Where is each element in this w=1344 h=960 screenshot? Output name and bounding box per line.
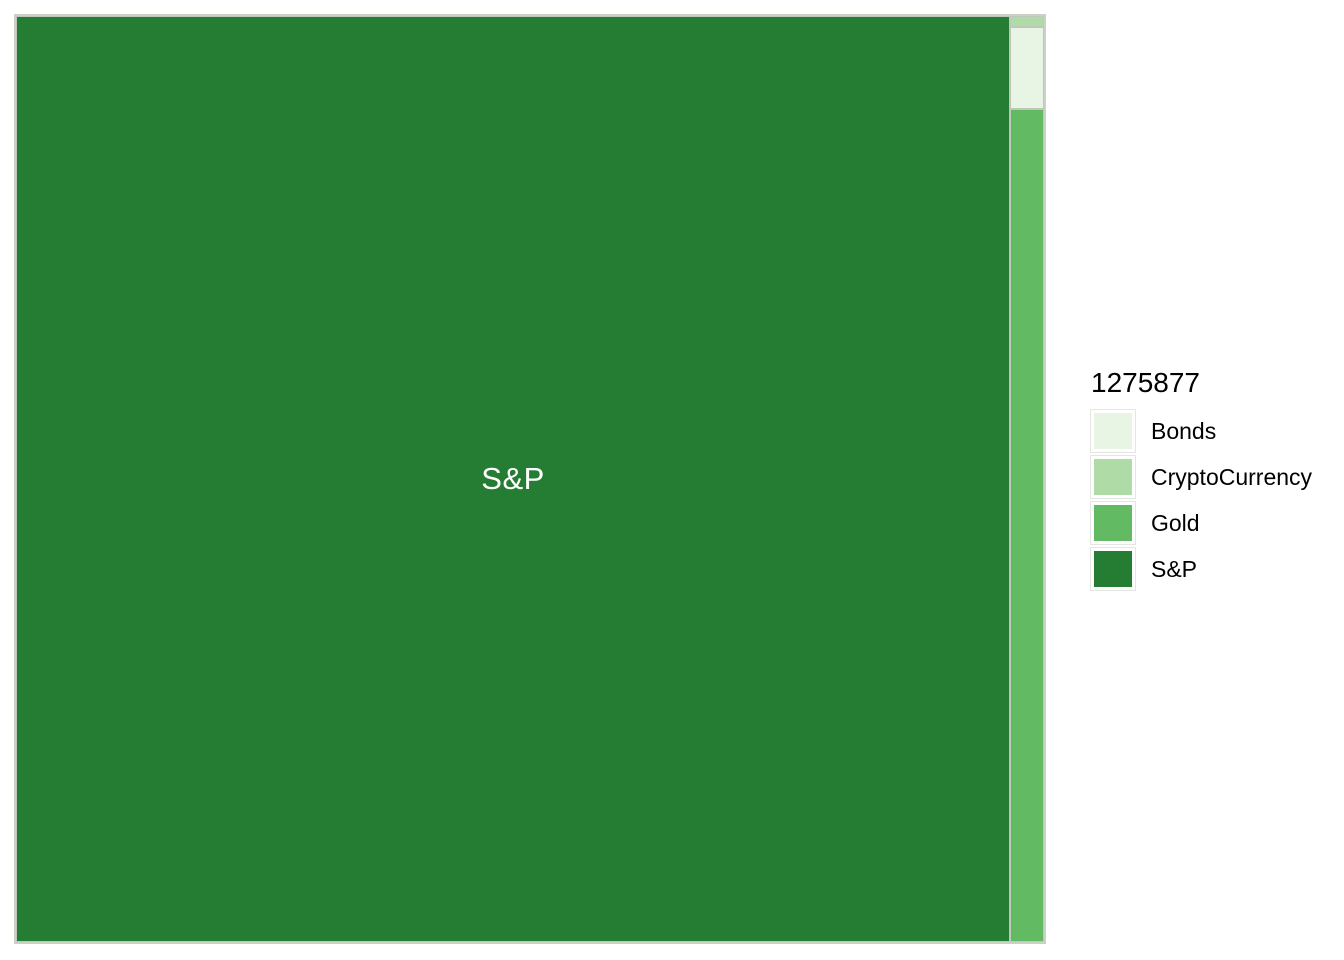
legend: 1275877 Bonds CryptoCurrency Gold S&P <box>1090 366 1313 594</box>
treemap: S&P <box>14 14 1046 944</box>
legend-row-bonds: Bonds <box>1090 409 1312 453</box>
legend-title: 1275877 <box>1091 367 1201 398</box>
treemap-cell-bonds <box>1010 26 1044 109</box>
legend-swatch-sp <box>1090 547 1136 591</box>
legend-label-bonds: Bonds <box>1151 417 1217 444</box>
treemap-cell-cryptocurrency <box>1010 16 1044 27</box>
legend-label-cryptocurrency: CryptoCurrency <box>1151 463 1313 490</box>
legend-swatch-bonds <box>1090 409 1136 453</box>
legend-label-sp: S&P <box>1151 555 1198 582</box>
legend-swatch-cryptocurrency <box>1090 455 1136 499</box>
treemap-cell-gold <box>1010 108 1044 942</box>
legend-swatch-gold <box>1090 501 1136 545</box>
legend-row-gold: Gold <box>1090 501 1312 545</box>
treemap-cell-sp: S&P <box>16 16 1011 942</box>
treemap-cell-sp-label: S&P <box>481 461 545 496</box>
legend-row-sp: S&P <box>1090 547 1312 591</box>
legend-label-gold: Gold <box>1151 509 1200 536</box>
legend-row-cryptocurrency: CryptoCurrency <box>1090 455 1313 499</box>
